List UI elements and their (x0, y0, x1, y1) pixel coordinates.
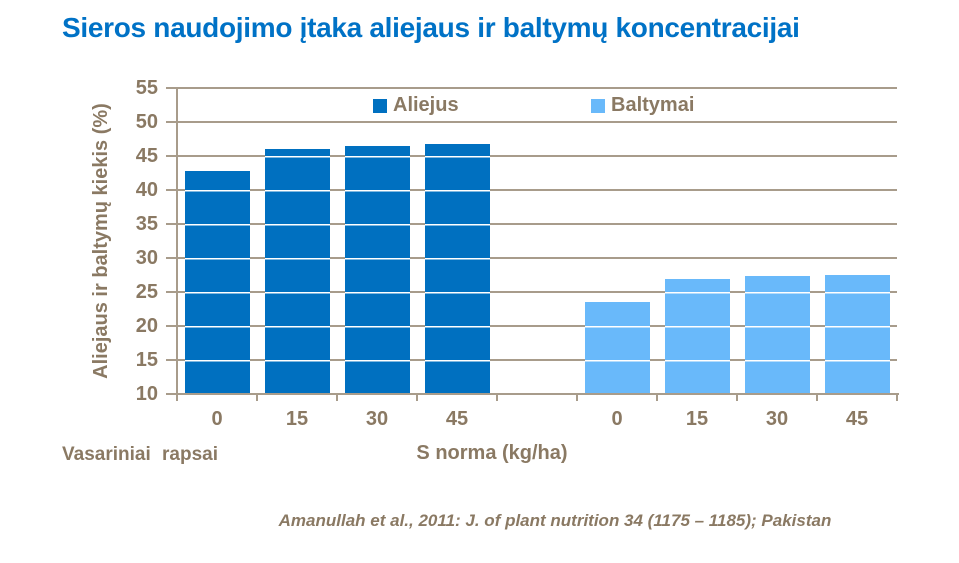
x-tick-label: 30 (365, 408, 389, 430)
y-tick-label: 45 (135, 145, 158, 167)
bar-aliejus-0 (184, 170, 250, 394)
gridline (177, 223, 897, 225)
y-axis-tick (166, 121, 177, 123)
x-axis-tick (496, 395, 498, 401)
y-tick-label: 40 (135, 179, 158, 201)
legend-item-baltymai: Baltymai (591, 94, 694, 117)
legend-label-baltymai: Baltymai (611, 94, 695, 116)
x-axis-line (176, 393, 899, 395)
bar-baltymai-45 (824, 275, 890, 394)
legend-label-aliejus: Aliejus (393, 94, 459, 116)
y-axis-tick (166, 155, 177, 157)
gridline (177, 87, 897, 89)
gridline (177, 325, 897, 327)
y-tick-label: 30 (135, 247, 158, 269)
gridline (177, 155, 897, 157)
legend-swatch-aliejus-icon (373, 98, 387, 113)
x-tick-label: 45 (845, 408, 869, 430)
x-tick-label: 0 (211, 408, 223, 430)
x-tick-label: 15 (285, 408, 309, 430)
x-axis-tick (576, 395, 578, 401)
x-axis-tick (416, 395, 418, 401)
gridline (177, 121, 897, 123)
x-tick-label: 30 (765, 408, 789, 430)
gridline (177, 189, 897, 191)
y-axis-tick (166, 87, 177, 89)
gridline (177, 359, 897, 361)
y-axis-tick (166, 189, 177, 191)
citation: Amanullah et al., 2011: J. of plant nutr… (278, 511, 832, 530)
bar-aliejus-15 (264, 149, 330, 394)
plot-area: Aliejus Baltymai (177, 87, 897, 394)
gridline (177, 291, 897, 293)
x-axis-title: S norma (kg/ha) (416, 442, 568, 464)
bar-baltymai-15 (664, 279, 730, 394)
x-tick-label: 15 (685, 408, 709, 430)
gridline (177, 257, 897, 259)
x-axis-tick (176, 395, 178, 401)
y-tick-label: 20 (135, 315, 158, 337)
y-tick-label: 25 (135, 281, 158, 303)
y-tick-label: 35 (135, 213, 158, 235)
y-tick-label: 15 (135, 349, 158, 371)
legend-swatch-baltymai-icon (591, 98, 605, 113)
x-axis-tick (736, 395, 738, 401)
x-tick-label: 0 (611, 408, 623, 430)
bar-aliejus-45 (424, 144, 490, 394)
x-axis-tick (816, 395, 818, 401)
crop-label: Vasariniai rapsai (62, 444, 218, 465)
legend: Aliejus Baltymai (177, 94, 897, 120)
y-axis-line (176, 88, 178, 395)
bar-aliejus-30 (344, 146, 410, 394)
x-tick-label: 45 (445, 408, 469, 430)
bar-baltymai-30 (744, 276, 810, 394)
bar-baltymai-0 (584, 302, 650, 394)
legend-item-aliejus: Aliejus (373, 94, 459, 117)
y-tick-label: 55 (135, 77, 158, 99)
x-axis-tick (896, 395, 898, 401)
y-axis-tick (166, 325, 177, 327)
y-tick-label: 50 (135, 111, 158, 133)
y-tick-label: 10 (135, 383, 158, 405)
y-axis-tick (166, 393, 177, 395)
x-axis-tick (336, 395, 338, 401)
y-axis-tick (166, 257, 177, 259)
x-axis-tick (256, 395, 258, 401)
x-axis-tick (656, 395, 658, 401)
y-axis-tick (166, 223, 177, 225)
page-title: Sieros naudojimo įtaka aliejaus ir balty… (62, 12, 800, 43)
y-axis-tick (166, 359, 177, 361)
y-axis-tick (166, 291, 177, 293)
